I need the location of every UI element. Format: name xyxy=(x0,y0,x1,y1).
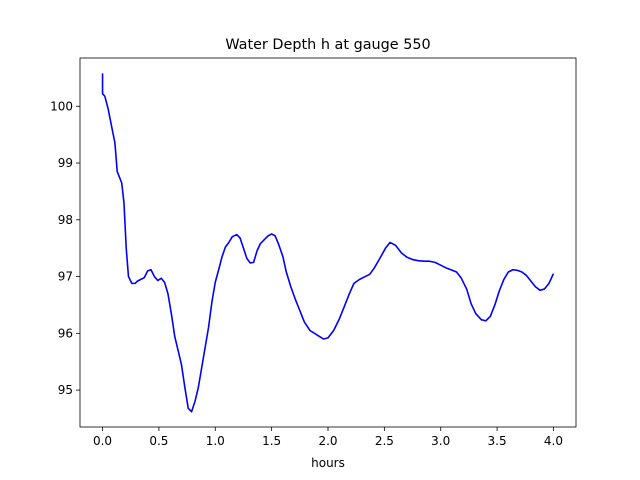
x-tick-label: 2.0 xyxy=(318,434,337,448)
x-tick-label: 3.5 xyxy=(488,434,507,448)
y-axis: 95 96 97 98 99 100 xyxy=(50,99,80,397)
x-axis-label: hours xyxy=(311,456,345,470)
y-tick-label: 100 xyxy=(50,99,73,113)
x-tick-label: 2.5 xyxy=(375,434,394,448)
x-tick-label: 1.0 xyxy=(206,434,225,448)
x-tick-label: 4.0 xyxy=(544,434,563,448)
plot-area xyxy=(101,73,555,413)
x-tick-label: 1.5 xyxy=(262,434,281,448)
y-tick-label: 99 xyxy=(58,156,73,170)
x-axis: 0.0 0.5 1.0 1.5 2.0 2.5 3.0 3.5 4.0 xyxy=(93,427,563,448)
x-tick-label: 0.0 xyxy=(93,434,112,448)
chart-title: Water Depth h at gauge 550 xyxy=(225,37,430,53)
y-tick-label: 97 xyxy=(58,270,73,284)
y-tick-label: 96 xyxy=(58,326,73,340)
y-tick-label: 98 xyxy=(58,213,73,227)
series-line-0 xyxy=(101,73,555,413)
axes-frame xyxy=(79,57,577,428)
x-tick-label: 0.5 xyxy=(149,434,168,448)
x-tick-label: 3.0 xyxy=(431,434,450,448)
y-tick-label: 95 xyxy=(58,383,73,397)
